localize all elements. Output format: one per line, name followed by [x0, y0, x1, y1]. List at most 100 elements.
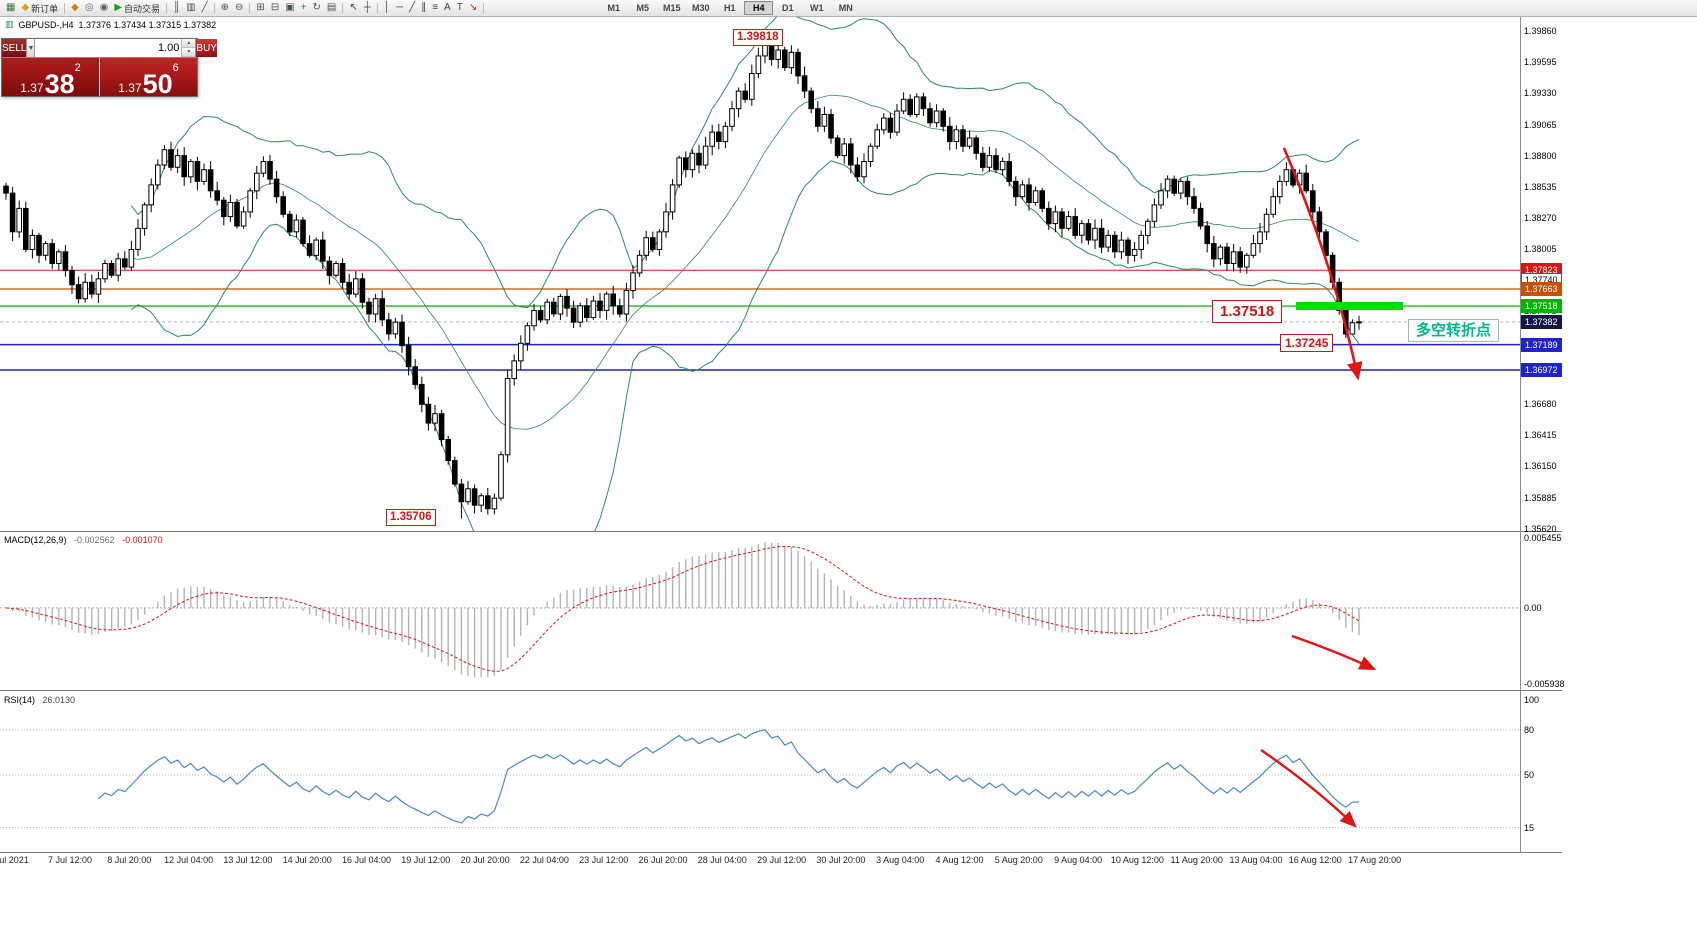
vertical-line-icon[interactable]: │: [381, 1, 393, 16]
horizontal-line-icon[interactable]: ─: [393, 1, 406, 16]
time-axis[interactable]: 5 Jul 2021 7 Jul 12:00 8 Jul 20:00 12 Jul 0…: [0, 855, 1520, 868]
cursor-icon: ↖: [349, 2, 358, 13]
main-chart[interactable]: [0, 16, 1520, 531]
crosshair-icon: ┼: [363, 2, 371, 13]
autotrade-button[interactable]: ▶ 自动交易: [111, 1, 163, 16]
toolbar-separator: [342, 2, 344, 14]
horizontal-line-icon: ─: [396, 2, 404, 13]
volume-input[interactable]: [35, 39, 182, 57]
high-price-label[interactable]: 1.39818: [733, 29, 783, 46]
rsi-chart[interactable]: [0, 692, 1520, 852]
recent-low-label[interactable]: 1.37245: [1280, 334, 1334, 352]
volume-stepper: ▲ ▼: [181, 39, 196, 57]
bar-chart-icon: ║: [173, 2, 181, 13]
macd-chart[interactable]: [0, 532, 1520, 690]
navigator-icon[interactable]: ◉: [97, 1, 112, 16]
arrange-windows-icon[interactable]: ▣: [282, 1, 297, 16]
timeframe-m30-button[interactable]: M30: [691, 3, 710, 13]
templates-icon[interactable]: ▤: [324, 1, 339, 16]
bid-price: 1.37 38 2: [2, 58, 99, 99]
trendline-icon: ╱: [409, 2, 416, 13]
ask-price-button[interactable]: 1.37 50 6: [100, 58, 197, 98]
arrows-tool-icon[interactable]: ↘: [466, 1, 480, 16]
new-chart-icon[interactable]: ▦: [3, 1, 18, 16]
bar-chart-icon[interactable]: ║: [170, 1, 183, 16]
zoom-out-icon[interactable]: ⊖: [232, 1, 246, 16]
timeframe-d1-button[interactable]: D1: [781, 3, 794, 13]
buy-button[interactable]: BUY: [196, 39, 217, 57]
fibonacci-icon[interactable]: ≡: [429, 1, 441, 16]
refresh-icon[interactable]: ↻: [310, 1, 324, 16]
macd-panel-title: MACD(12,26,9) -0.002562 -0.001070: [4, 535, 163, 545]
vertical-line-icon: │: [383, 2, 391, 13]
time-axis-label: 20 Jul 20:00: [460, 855, 510, 865]
time-axis-label: 28 Jul 04:00: [697, 855, 747, 865]
new-order-icon: ◆: [21, 2, 30, 13]
price-axis-label: 1.39330: [1524, 88, 1557, 99]
metaeditor-icon[interactable]: ◆: [68, 1, 82, 16]
time-axis-label: 5 Jul 2021: [0, 855, 29, 865]
cascade-windows-icon[interactable]: ⊟: [268, 1, 282, 16]
trendline-icon[interactable]: ╱: [406, 1, 418, 16]
price-axis-label: 1.38270: [1524, 212, 1557, 223]
tile-windows-icon[interactable]: ⊞: [253, 1, 267, 16]
low-price-label[interactable]: 1.35706: [386, 509, 436, 526]
time-axis-label: 16 Aug 12:00: [1288, 855, 1342, 865]
timeframe-h1-button[interactable]: H1: [723, 3, 736, 13]
equidistant-channel-icon[interactable]: ∥: [418, 1, 429, 16]
toolbar-separator: [249, 2, 251, 14]
rsi-value: 26.0130: [42, 695, 76, 705]
price-axis-box: 1.37518: [1521, 298, 1562, 313]
key-level-label[interactable]: 1.37518: [1212, 300, 1283, 323]
price-axis-box: 1.36972: [1521, 363, 1562, 378]
toolbar-separator: [213, 2, 215, 14]
toolbar-separator: [376, 2, 378, 14]
volume-down-button[interactable]: ▼: [182, 48, 196, 57]
market-watch-icon[interactable]: ◎: [82, 1, 97, 16]
crosshair-icon[interactable]: ┼: [361, 1, 374, 16]
toolbar-separator: [166, 2, 168, 14]
panel-separator[interactable]: [0, 531, 1562, 532]
volume-up-button[interactable]: ▲: [182, 39, 196, 48]
equidistant-channel-icon: ∥: [421, 2, 427, 13]
refresh-icon: ↻: [312, 2, 321, 13]
price-axis-box: 1.37189: [1521, 337, 1562, 352]
cascade-windows-icon: ⊟: [270, 2, 280, 13]
candlestick-chart-icon[interactable]: ▥: [183, 1, 198, 16]
add-indicator-icon[interactable]: +: [298, 1, 310, 16]
time-axis-label: 11 Aug 20:00: [1170, 855, 1223, 865]
text-icon[interactable]: A: [441, 1, 454, 16]
symbol-period-label: GBPUSD-,H4: [18, 19, 74, 30]
panel-separator[interactable]: [0, 852, 1562, 853]
line-chart-icon[interactable]: ╱: [199, 1, 211, 16]
timeframe-h4-button[interactable]: H4: [744, 1, 774, 15]
timeframe-m5-button[interactable]: M5: [636, 3, 649, 13]
price-axis-label: 1.38535: [1524, 181, 1557, 192]
bid-price-button[interactable]: 1.37 38 2: [2, 58, 100, 99]
zoom-in-icon[interactable]: ⊕: [218, 1, 232, 16]
order-type-dropdown[interactable]: ▼: [26, 39, 35, 57]
timeframe-mn-button[interactable]: MN: [838, 3, 853, 13]
panel-separator[interactable]: [0, 690, 1562, 691]
time-axis-label: 8 Jul 20:00: [107, 855, 152, 865]
zoom-out-icon: ⊖: [235, 2, 244, 13]
new-order-button[interactable]: ◆ 新订单: [18, 1, 61, 16]
trade-controls-row: SELL ▼ ▲ ▼ BUY: [1, 38, 217, 57]
new-order-button-label: 新订单: [31, 3, 59, 14]
toolbar-separator: [483, 2, 485, 14]
cursor-icon[interactable]: ↖: [346, 1, 360, 16]
price-axis-label: 1.39065: [1524, 119, 1557, 130]
toolbar-separator: [64, 2, 66, 14]
key-level-highlight-bar[interactable]: [1296, 302, 1403, 310]
label-icon[interactable]: T: [454, 1, 466, 16]
price-axis-label: 1.38005: [1524, 243, 1557, 254]
timeframe-m1-button[interactable]: M1: [607, 3, 620, 13]
timeframe-m15-button[interactable]: M15: [662, 3, 681, 13]
timeframe-w1-button[interactable]: W1: [809, 3, 824, 13]
time-axis-label: 30 Jul 20:00: [816, 855, 866, 865]
price-axis-label: 1.39595: [1524, 57, 1557, 68]
new-chart-icon: ▦: [6, 2, 16, 13]
turning-point-label[interactable]: 多空转折点: [1408, 319, 1500, 342]
sell-button[interactable]: SELL: [2, 39, 27, 57]
